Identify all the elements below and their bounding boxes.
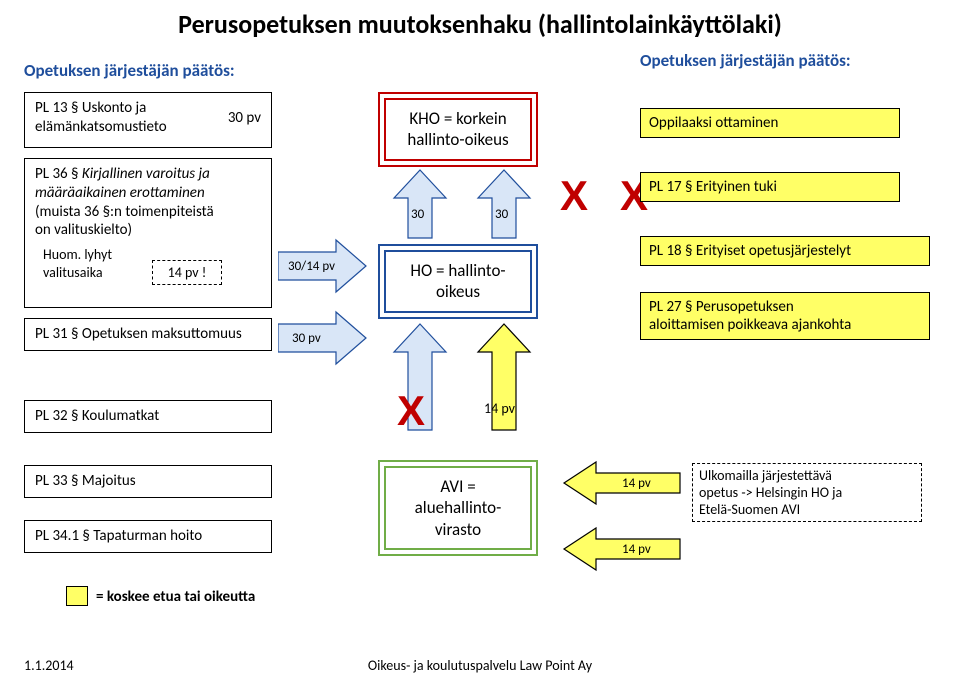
kho-box: KHO = korkein hallinto-oikeus — [378, 92, 538, 167]
box-pl13-note: 30 pv — [228, 109, 261, 128]
page-title: Perusopetuksen muutoksenhaku (hallintola… — [0, 8, 960, 40]
box-pl36-s2: valitusaika — [43, 264, 103, 281]
ho-l1: HO = hallinto- — [410, 260, 505, 281]
arrow-up-right-label: 30 — [495, 207, 509, 222]
arrow-blue-top-label: 30/14 pv — [288, 259, 335, 274]
box-pl13-l2: elämänkatsomustieto — [35, 118, 167, 136]
box-pl36-s1: Huom. lyhyt — [43, 246, 112, 263]
box-pl33: PL 33 § Majoitus — [24, 465, 272, 498]
ybox-oppilaaksi: Oppilaaksi ottaminen — [640, 108, 900, 138]
arrow-yellow-bot: 14 pv — [562, 526, 682, 572]
kho-l2: hallinto-oikeus — [407, 129, 508, 150]
arrow-yellow-top: 14 pv — [562, 460, 682, 506]
ybox-pl17: PL 17 § Erityinen tuki — [640, 172, 900, 202]
avi-l3: virasto — [435, 519, 481, 540]
avi-l2: aluehallinto- — [415, 497, 502, 518]
arrow-up-right: 30 — [476, 168, 532, 240]
ho-l2: oikeus — [436, 281, 480, 302]
dash-14pv: 14 pv ! — [152, 260, 222, 285]
right-header: Opetuksen järjestäjän päätös: — [640, 50, 851, 71]
x-icon-1: X — [560, 175, 588, 217]
arrow-up-left-label: 30 — [411, 207, 425, 222]
footer-org: Oikeus- ja koulutuspalvelu Law Point Ay — [0, 657, 960, 674]
kho-l1: KHO = korkein — [409, 108, 506, 129]
box-pl32: PL 32 § Koulumatkat — [24, 400, 272, 433]
x-icon-3: X — [397, 390, 425, 432]
box-pl36-l2: määräaikainen erottaminen — [35, 184, 205, 202]
dash-ulk-l2: opetus -> Helsingin HO ja — [699, 484, 842, 501]
ho-box: HO = hallinto- oikeus — [378, 244, 538, 319]
ybox-pl18: PL 18 § Erityiset opetusjärjestelyt — [640, 236, 930, 266]
box-pl36-l1-it: Kirjallinen varoitus ja — [82, 165, 210, 183]
dash-ulk-l1: Ulkomailla järjestettävä — [699, 467, 832, 484]
arrow-yellow-bot-label: 14 pv — [622, 542, 651, 557]
dash-ulk-l3: Etelä-Suomen AVI — [699, 501, 800, 518]
mid-14pv: 14 pv — [484, 400, 515, 417]
arrow-up-left: 30 — [392, 168, 448, 240]
ybox-pl27-l1: PL 27 § Perusopetuksen — [649, 298, 794, 316]
ybox-pl27: PL 27 § Perusopetuksen aloittamisen poik… — [640, 292, 930, 340]
arrow-yellow-top-label: 14 pv — [622, 476, 651, 491]
legend-text: = koskee etua tai oikeutta — [96, 588, 255, 606]
box-pl13: PL 13 § Uskonto ja elämänkatsomustieto 3… — [24, 92, 272, 148]
box-pl34: PL 34.1 § Tapaturman hoito — [24, 520, 272, 553]
box-pl36-l4: on valituskielto) — [35, 221, 132, 239]
avi-box: AVI = aluehallinto- virasto — [378, 460, 538, 556]
box-pl31: PL 31 § Opetuksen maksuttomuus — [24, 318, 272, 351]
box-pl36-l3: (muista 36 §:n toimenpiteistä — [35, 203, 214, 221]
dash-ulkomailla: Ulkomailla järjestettävä opetus -> Helsi… — [692, 463, 922, 522]
box-pl36-l1: PL 36 § — [35, 165, 82, 183]
arrow-blue-bot: 30 pv — [278, 310, 368, 366]
avi-l1: AVI = — [440, 476, 475, 497]
box-pl36: PL 36 § Kirjallinen varoitus ja määräaik… — [24, 158, 272, 308]
box-pl13-l1: PL 13 § Uskonto ja — [35, 99, 146, 117]
arrow-blue-top: 30/14 pv — [278, 238, 368, 294]
ybox-pl27-l2: aloittamisen poikkeava ajankohta — [649, 316, 851, 334]
arrow-blue-bot-label: 30 pv — [292, 331, 321, 346]
left-header: Opetuksen järjestäjän päätös: — [24, 60, 235, 81]
legend-square — [66, 586, 88, 606]
